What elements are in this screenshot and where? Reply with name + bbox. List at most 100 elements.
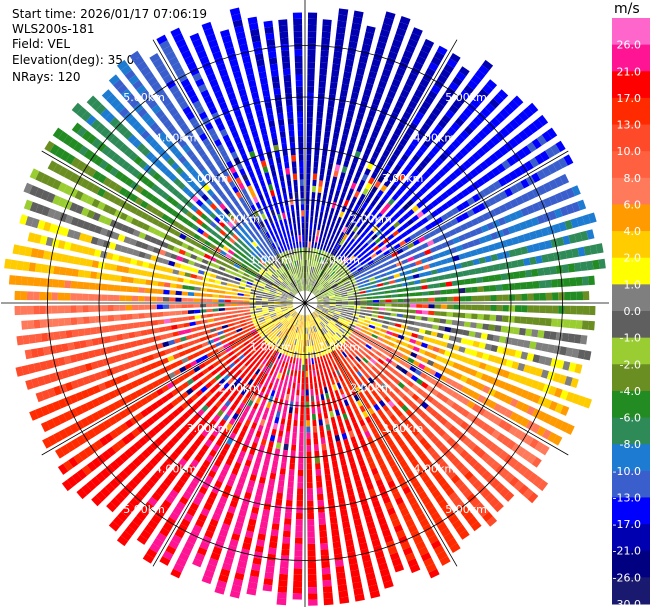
radar-gate [384, 294, 392, 298]
radar-gate [365, 354, 372, 361]
radar-gate [336, 440, 342, 448]
radar-gate [459, 296, 466, 302]
radar-gate [290, 310, 296, 316]
radar-gate [176, 405, 185, 414]
radar-gate [343, 281, 350, 285]
radar-gate [126, 276, 134, 284]
radar-gate [114, 243, 123, 252]
radar-gate [170, 145, 179, 155]
radar-gate [317, 284, 323, 290]
radar-gate [294, 319, 298, 326]
radar-gate [305, 327, 307, 334]
radar-gate [390, 289, 398, 294]
radar-gate [407, 174, 416, 183]
radar-gate [428, 368, 437, 376]
radar-gate [140, 329, 148, 336]
radar-gate [124, 177, 134, 187]
radar-gate [537, 184, 547, 195]
radar-gate [284, 288, 290, 293]
radar-gate [426, 239, 435, 247]
radar-gate [360, 272, 367, 278]
radar-gate [469, 229, 478, 238]
radar-gate [158, 350, 166, 357]
radar-gate [534, 441, 545, 453]
radar-gate [317, 356, 321, 364]
radar-gate [303, 333, 305, 341]
radar-gate [289, 462, 295, 470]
radar-gate [158, 326, 166, 333]
radar-gate [319, 368, 324, 376]
radar-gate [356, 112, 365, 121]
radar-gate [378, 198, 386, 207]
radar-gate [262, 508, 270, 517]
radar-gate [376, 378, 383, 385]
radar-gate [290, 344, 294, 351]
radar-gate [455, 151, 465, 161]
radar-gate [319, 211, 324, 219]
radar-gate [384, 378, 392, 386]
radar-gate [325, 354, 330, 361]
radar-gate [276, 278, 282, 284]
radar-gate [218, 308, 226, 312]
radar-gate [458, 112, 469, 123]
radar-gate [440, 311, 447, 317]
radar-gate [290, 282, 295, 288]
radar-gate [96, 326, 104, 334]
radar-gate [296, 351, 300, 359]
radar-gate [346, 252, 353, 259]
radar-gate [236, 456, 244, 464]
radar-gate [290, 310, 296, 315]
radar-gate [326, 379, 331, 387]
radar-gate [228, 340, 236, 346]
radar-gate [298, 320, 301, 328]
radar-gate [336, 183, 342, 191]
radar-gate [428, 230, 437, 238]
radar-gate [16, 335, 24, 346]
radar-gate [114, 139, 125, 150]
radar-gate [277, 404, 283, 412]
radar-gate [402, 546, 413, 556]
radar-gate [309, 370, 312, 378]
radar-gate [456, 192, 465, 201]
radar-gate [298, 339, 301, 346]
radar-gate [252, 283, 259, 288]
radar-gate [541, 428, 552, 440]
radar-gate [329, 307, 336, 310]
radar-gate [519, 375, 528, 385]
radar-gate [371, 185, 378, 194]
radar-gate [498, 177, 508, 187]
radar-gate [232, 426, 240, 435]
radar-gate [317, 316, 323, 322]
radar-gate [43, 374, 52, 385]
radar-gate [200, 213, 208, 221]
radar-gate [390, 428, 399, 437]
radar-gate [440, 384, 449, 393]
radar-gate [474, 331, 482, 339]
radar-gate [297, 469, 304, 477]
radar-gate [335, 229, 341, 237]
radar-gate [278, 315, 285, 320]
radar-gate [189, 443, 199, 452]
radar-gate [273, 510, 281, 518]
radar-gate [376, 160, 384, 169]
radar-gate [412, 239, 421, 246]
radar-gate [532, 280, 540, 289]
radar-gate [358, 343, 365, 350]
radar-gate [253, 436, 260, 444]
radar-gate [269, 434, 276, 442]
radar-gate [71, 102, 83, 114]
radar-gate [338, 590, 349, 598]
radar-gate [349, 223, 355, 230]
radar-gate [363, 319, 371, 324]
radar-gate [268, 332, 275, 338]
radar-gate [416, 387, 425, 396]
radar-gate [156, 304, 163, 310]
radar-gate [480, 224, 489, 233]
radar-gate [101, 450, 112, 461]
radar-gate [487, 243, 496, 252]
radar-gate [430, 129, 440, 139]
radar-gate [138, 287, 146, 293]
radar-gate [356, 378, 363, 386]
radar-gate [315, 248, 319, 256]
radar-gate [454, 372, 463, 380]
